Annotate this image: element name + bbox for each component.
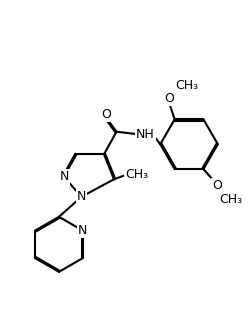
Text: O: O	[101, 108, 111, 121]
Text: CH₃: CH₃	[218, 193, 242, 206]
Text: O: O	[211, 179, 221, 192]
Text: CH₃: CH₃	[175, 79, 198, 92]
Text: O: O	[164, 92, 174, 105]
Text: N: N	[59, 170, 68, 183]
Text: NH: NH	[135, 128, 154, 141]
Text: CH₃: CH₃	[124, 168, 147, 181]
Text: N: N	[76, 190, 86, 203]
Text: N: N	[78, 224, 87, 237]
